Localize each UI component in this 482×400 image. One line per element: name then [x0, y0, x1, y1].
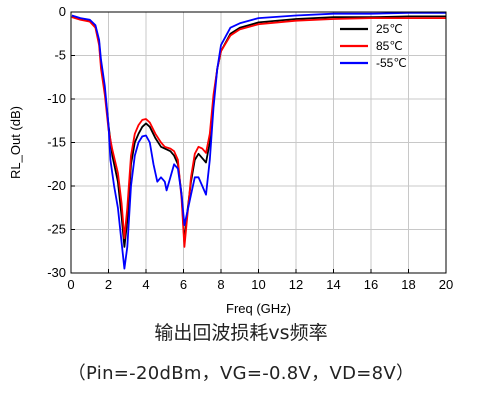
chart-caption-title: 输出回波损耗vs频率 — [154, 322, 328, 344]
y-tick-label: -15 — [47, 135, 66, 150]
x-tick-label: 10 — [251, 277, 265, 292]
y-tick-label: -5 — [54, 48, 66, 63]
y-axis-label: RL_Out (dB) — [8, 106, 23, 179]
y-tick-label: 0 — [59, 4, 66, 19]
x-axis-label: Freq (GHz) — [226, 301, 291, 316]
x-tick-label: 18 — [401, 277, 415, 292]
y-tick-label: -25 — [47, 222, 66, 237]
x-tick-label: 20 — [439, 277, 453, 292]
x-tick-label: 6 — [180, 277, 187, 292]
x-tick-label: 12 — [289, 277, 303, 292]
x-tick-label: 14 — [326, 277, 340, 292]
y-tick-label: -30 — [47, 265, 66, 280]
legend-label: -55℃ — [376, 56, 407, 70]
legend: 25℃ 85℃ -55℃ — [340, 22, 407, 70]
axis-ticks: 0 2 4 6 8 10 12 14 16 18 20 0 -5 -10 -15 -20 -25 -30 — [47, 4, 453, 292]
legend-label: 85℃ — [376, 39, 403, 53]
y-tick-label: -10 — [47, 91, 66, 106]
return-loss-chart: 0 2 4 6 8 10 12 14 16 18 20 0 -5 -10 -15 -20 -25 -30 25℃ 8… — [8, 4, 453, 316]
series-line-2 — [71, 12, 446, 270]
x-tick-label: 2 — [105, 277, 112, 292]
legend-label: 25℃ — [376, 22, 403, 36]
chart-caption-conditions: （Pin=-20dBm，VG=-0.8V，VD=8V） — [67, 363, 415, 384]
x-tick-label: 16 — [364, 277, 378, 292]
x-tick-label: 8 — [217, 277, 224, 292]
x-tick-label: 0 — [67, 277, 74, 292]
x-tick-label: 4 — [142, 277, 149, 292]
series-layer — [71, 12, 446, 270]
y-tick-label: -20 — [47, 178, 66, 193]
